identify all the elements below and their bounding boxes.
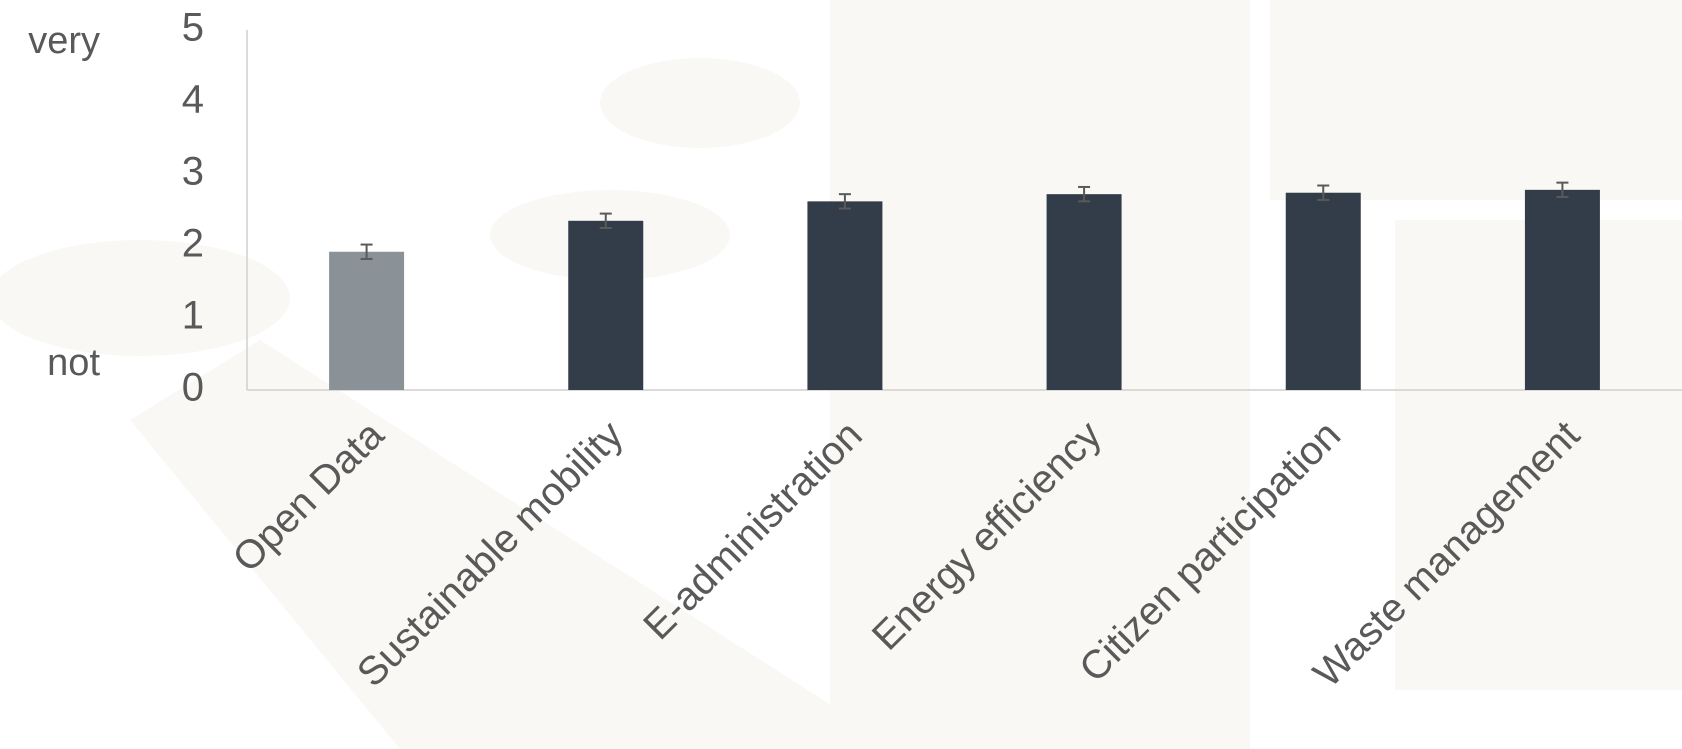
y-tick-label: 4	[182, 78, 204, 122]
y-tick-label: 1	[182, 294, 204, 338]
annotation: very	[28, 20, 100, 62]
bar	[1285, 192, 1361, 390]
error-bar	[1556, 181, 1569, 199]
bar	[807, 201, 883, 390]
bar	[1524, 189, 1600, 390]
y-tick-label: 3	[182, 150, 204, 194]
error-bar	[1317, 184, 1330, 201]
y-tick-label: 2	[182, 222, 204, 266]
annotation: not	[47, 342, 100, 384]
error-bar	[360, 243, 373, 260]
y-tick-label: 0	[182, 366, 204, 410]
error-bar	[838, 193, 851, 210]
bar	[568, 220, 644, 390]
bar	[329, 251, 405, 390]
error-bar	[599, 212, 612, 229]
error-bar	[1078, 185, 1091, 203]
bar	[1046, 194, 1122, 390]
y-tick-label: 5	[182, 6, 204, 50]
